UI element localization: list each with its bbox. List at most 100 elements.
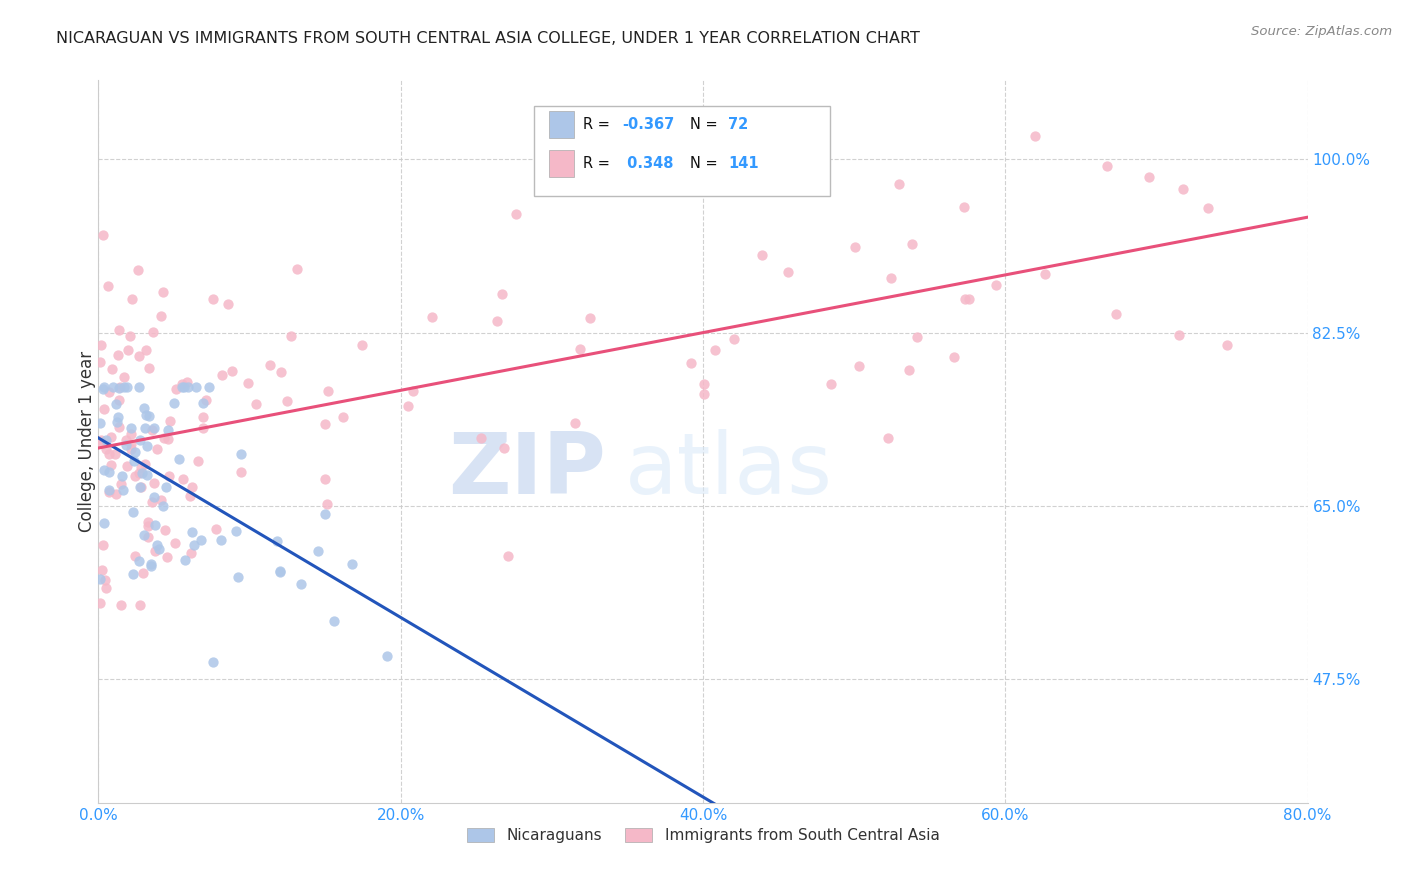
- Point: [131, 466, 153, 480]
- Point: [157, 432, 180, 446]
- Point: [111, 468, 134, 483]
- Point: [1168, 328, 1191, 343]
- Point: [217, 297, 239, 311]
- Point: [314, 472, 336, 486]
- Point: [134, 421, 156, 435]
- FancyBboxPatch shape: [550, 150, 574, 178]
- Point: [136, 515, 159, 529]
- Point: [322, 615, 344, 629]
- Point: [112, 380, 135, 394]
- Point: [115, 380, 138, 394]
- Point: [236, 376, 259, 390]
- Point: [146, 538, 169, 552]
- Point: [485, 313, 508, 327]
- Point: [173, 380, 195, 394]
- Point: [259, 358, 281, 372]
- Point: [180, 480, 202, 494]
- Point: [470, 431, 492, 445]
- Point: [679, 356, 702, 370]
- Point: [97, 485, 120, 500]
- Point: [91, 563, 114, 577]
- Point: [128, 554, 150, 568]
- Point: [132, 401, 155, 416]
- Text: atlas: atlas: [624, 429, 832, 512]
- Point: [89, 572, 111, 586]
- Point: [136, 467, 159, 482]
- FancyBboxPatch shape: [550, 111, 574, 138]
- Point: [1171, 182, 1194, 196]
- Point: [211, 533, 233, 547]
- Point: [129, 459, 152, 474]
- Point: [177, 380, 200, 394]
- Point: [94, 442, 117, 457]
- Point: [169, 451, 191, 466]
- Text: N =: N =: [690, 156, 721, 171]
- Point: [266, 534, 288, 549]
- Point: [143, 544, 166, 558]
- Point: [314, 417, 336, 431]
- Point: [693, 387, 716, 401]
- Point: [135, 439, 157, 453]
- Point: [128, 598, 150, 612]
- Point: [198, 380, 221, 394]
- Point: [848, 359, 870, 374]
- Point: [183, 537, 205, 551]
- Point: [1104, 307, 1126, 321]
- Point: [104, 447, 127, 461]
- Point: [132, 566, 155, 580]
- Point: [101, 361, 124, 376]
- Text: ZIP: ZIP: [449, 429, 606, 512]
- Point: [120, 442, 142, 456]
- Point: [957, 292, 980, 306]
- Point: [120, 421, 142, 435]
- Text: -0.367: -0.367: [621, 117, 675, 132]
- Point: [94, 573, 117, 587]
- Point: [132, 528, 155, 542]
- Point: [143, 475, 166, 490]
- Point: [141, 423, 163, 437]
- Point: [155, 480, 177, 494]
- Point: [139, 558, 162, 572]
- Point: [492, 442, 515, 456]
- Point: [153, 523, 176, 537]
- Point: [114, 369, 136, 384]
- Point: [201, 656, 224, 670]
- Point: [107, 381, 129, 395]
- Point: [143, 517, 166, 532]
- Point: [107, 409, 129, 424]
- Point: [107, 323, 129, 337]
- Point: [89, 416, 111, 430]
- Point: [93, 516, 115, 531]
- Point: [1197, 201, 1219, 215]
- Point: [703, 343, 725, 357]
- Point: [91, 538, 114, 552]
- Point: [124, 444, 146, 458]
- Point: [145, 442, 167, 456]
- Point: [229, 465, 252, 479]
- Point: [170, 380, 193, 394]
- Point: [270, 365, 292, 379]
- Point: [496, 549, 519, 564]
- Point: [138, 360, 160, 375]
- Point: [180, 546, 202, 560]
- Point: [280, 329, 302, 343]
- Point: [120, 436, 142, 450]
- Point: [165, 383, 187, 397]
- Point: [127, 263, 149, 277]
- Point: [94, 581, 117, 595]
- Point: [139, 558, 162, 573]
- Point: [579, 311, 602, 326]
- Text: Source: ZipAtlas.com: Source: ZipAtlas.com: [1251, 25, 1392, 38]
- Point: [122, 566, 145, 581]
- Point: [115, 434, 138, 448]
- Point: [128, 349, 150, 363]
- Point: [121, 293, 143, 307]
- Point: [91, 382, 114, 396]
- Point: [245, 396, 267, 410]
- Point: [105, 415, 128, 429]
- Point: [191, 409, 214, 424]
- Point: [150, 310, 173, 324]
- Point: [117, 343, 139, 358]
- Point: [148, 542, 170, 557]
- Point: [172, 377, 194, 392]
